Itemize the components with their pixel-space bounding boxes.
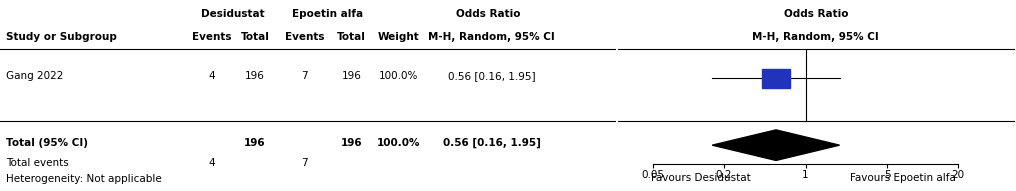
Polygon shape — [712, 130, 839, 160]
Text: Favours Epoetin alfa: Favours Epoetin alfa — [850, 173, 956, 183]
Text: 196: 196 — [341, 71, 362, 81]
Text: 4: 4 — [208, 71, 215, 81]
Text: 196: 196 — [244, 138, 266, 147]
Text: Total (95% CI): Total (95% CI) — [6, 138, 88, 147]
Text: Desidustat: Desidustat — [200, 9, 264, 19]
Text: 100.0%: 100.0% — [377, 138, 420, 147]
Text: 196: 196 — [340, 138, 363, 147]
Text: Epoetin alfa: Epoetin alfa — [292, 9, 363, 19]
Text: 4: 4 — [208, 158, 215, 168]
Text: Favours Desidustat: Favours Desidustat — [651, 173, 751, 183]
Text: M-H, Random, 95% CI: M-H, Random, 95% CI — [753, 32, 879, 41]
Text: Weight: Weight — [377, 32, 420, 41]
Text: Odds Ratio: Odds Ratio — [783, 9, 848, 19]
Text: Test for overall effect: Z = 0.91 (P = 0.36): Test for overall effect: Z = 0.91 (P = 0… — [6, 190, 225, 191]
Text: 7: 7 — [301, 71, 308, 81]
Text: 7: 7 — [301, 158, 308, 168]
Text: 0.56 [0.16, 1.95]: 0.56 [0.16, 1.95] — [443, 138, 541, 148]
Text: Total events: Total events — [6, 158, 69, 168]
Text: Total: Total — [241, 32, 269, 41]
Text: Total: Total — [337, 32, 366, 41]
Bar — [762, 69, 790, 88]
Text: Gang 2022: Gang 2022 — [6, 71, 64, 81]
Text: 196: 196 — [245, 71, 265, 81]
Text: Odds Ratio: Odds Ratio — [456, 9, 521, 19]
Text: Events: Events — [192, 32, 232, 41]
Text: M-H, Random, 95% CI: M-H, Random, 95% CI — [429, 32, 555, 41]
Text: 100.0%: 100.0% — [379, 71, 418, 81]
Text: 0.56 [0.16, 1.95]: 0.56 [0.16, 1.95] — [448, 71, 535, 81]
Text: Events: Events — [284, 32, 324, 41]
Text: Study or Subgroup: Study or Subgroup — [6, 32, 117, 41]
Text: Heterogeneity: Not applicable: Heterogeneity: Not applicable — [6, 174, 162, 184]
